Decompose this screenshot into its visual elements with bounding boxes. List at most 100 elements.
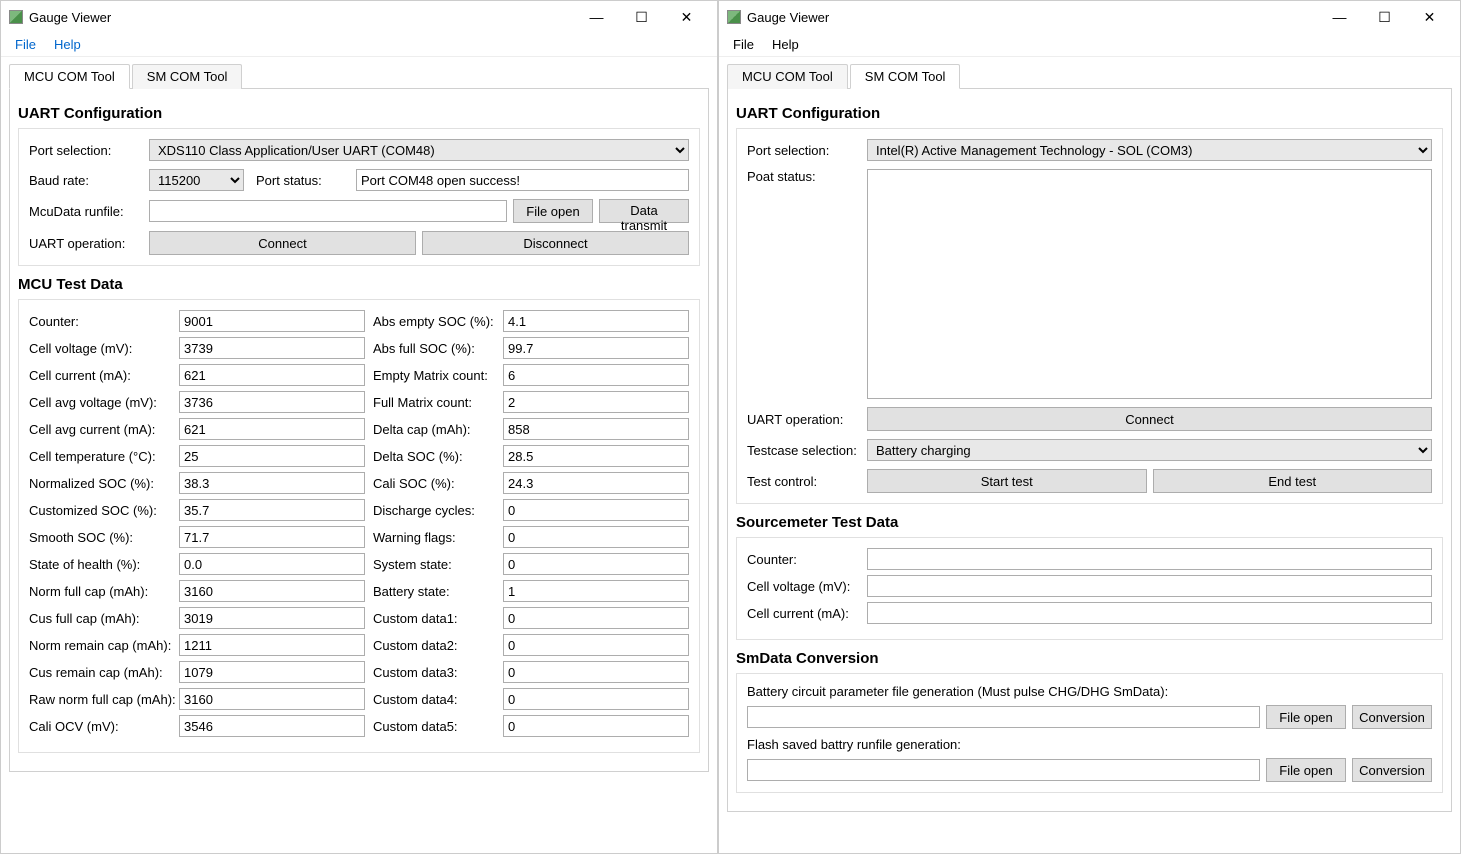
- data-label: Cali SOC (%):: [373, 476, 503, 491]
- runfile-field[interactable]: [149, 200, 507, 222]
- maximize-button[interactable]: ☐: [619, 9, 664, 26]
- data-value-field[interactable]: [179, 553, 365, 575]
- data-label: Custom data5:: [373, 719, 503, 734]
- conv2-file-open-button[interactable]: File open: [1266, 758, 1346, 782]
- minimize-button[interactable]: —: [574, 9, 619, 25]
- data-row: Custom data1:: [373, 607, 689, 629]
- maximize-button[interactable]: ☐: [1362, 9, 1407, 26]
- data-label: Norm full cap (mAh):: [29, 584, 179, 599]
- menu-file[interactable]: File: [725, 35, 762, 54]
- data-row: Cus full cap (mAh):: [29, 607, 365, 629]
- data-value-field[interactable]: [503, 499, 689, 521]
- data-row: Counter:: [747, 548, 1432, 570]
- data-value-field[interactable]: [503, 688, 689, 710]
- menu-help[interactable]: Help: [46, 35, 89, 54]
- window-sm: Gauge Viewer — ☐ ✕ File Help MCU COM Too…: [718, 0, 1461, 854]
- data-value-field[interactable]: [503, 310, 689, 332]
- data-value-field[interactable]: [503, 553, 689, 575]
- close-button[interactable]: ✕: [664, 9, 709, 26]
- disconnect-button[interactable]: Disconnect: [422, 231, 689, 255]
- data-value-field[interactable]: [179, 337, 365, 359]
- data-label: Raw norm full cap (mAh):: [29, 692, 179, 707]
- data-transmit-button[interactable]: Data transmit: [599, 199, 689, 223]
- tab-mcu[interactable]: MCU COM Tool: [727, 64, 848, 89]
- minimize-button[interactable]: —: [1317, 9, 1362, 25]
- menu-file[interactable]: File: [7, 35, 44, 54]
- port-selection-label: Port selection:: [747, 143, 867, 158]
- menubar: File Help: [1, 33, 717, 57]
- data-value-field[interactable]: [179, 472, 365, 494]
- start-test-button[interactable]: Start test: [867, 469, 1147, 493]
- data-label: Cell voltage (mV):: [747, 579, 867, 594]
- connect-button[interactable]: Connect: [149, 231, 416, 255]
- uart-operation-label: UART operation:: [747, 412, 867, 427]
- menu-help[interactable]: Help: [764, 35, 807, 54]
- data-value-field[interactable]: [179, 715, 365, 737]
- data-value-field[interactable]: [503, 526, 689, 548]
- conv1-path-field[interactable]: [747, 706, 1260, 728]
- data-value-field[interactable]: [503, 715, 689, 737]
- data-value-field[interactable]: [179, 688, 365, 710]
- data-value-field[interactable]: [179, 634, 365, 656]
- data-value-field[interactable]: [179, 607, 365, 629]
- conv2-conversion-button[interactable]: Conversion: [1352, 758, 1432, 782]
- data-value-field[interactable]: [503, 418, 689, 440]
- data-value-field[interactable]: [179, 661, 365, 683]
- end-test-button[interactable]: End test: [1153, 469, 1433, 493]
- data-value-field[interactable]: [179, 364, 365, 386]
- port-status-field[interactable]: [356, 169, 689, 191]
- titlebar: Gauge Viewer — ☐ ✕: [1, 1, 717, 33]
- data-value-field[interactable]: [179, 418, 365, 440]
- data-label: Cali OCV (mV):: [29, 719, 179, 734]
- data-label: Custom data3:: [373, 665, 503, 680]
- data-value-field[interactable]: [503, 337, 689, 359]
- data-value-field[interactable]: [503, 445, 689, 467]
- data-value-field[interactable]: [179, 391, 365, 413]
- data-value-field[interactable]: [503, 607, 689, 629]
- data-value-field[interactable]: [179, 526, 365, 548]
- tab-sm[interactable]: SM COM Tool: [132, 64, 243, 89]
- status-textarea[interactable]: [867, 169, 1432, 399]
- conv2-path-field[interactable]: [747, 759, 1260, 781]
- tab-sm[interactable]: SM COM Tool: [850, 64, 961, 89]
- data-value-field[interactable]: [503, 472, 689, 494]
- sm-data-title: Sourcemeter Test Data: [736, 514, 1443, 531]
- data-value-field[interactable]: [867, 602, 1432, 624]
- data-value-field[interactable]: [503, 391, 689, 413]
- uart-config-group: Port selection: XDS110 Class Application…: [18, 128, 700, 266]
- data-label: Counter:: [747, 552, 867, 567]
- tab-mcu[interactable]: MCU COM Tool: [9, 64, 130, 89]
- data-value-field[interactable]: [503, 661, 689, 683]
- data-label: Warning flags:: [373, 530, 503, 545]
- baud-rate-dropdown[interactable]: 115200: [149, 169, 244, 191]
- data-value-field[interactable]: [179, 499, 365, 521]
- conv1-file-open-button[interactable]: File open: [1266, 705, 1346, 729]
- data-row: Smooth SOC (%):: [29, 526, 365, 548]
- data-row: Norm remain cap (mAh):: [29, 634, 365, 656]
- data-value-field[interactable]: [867, 575, 1432, 597]
- file-open-button[interactable]: File open: [513, 199, 593, 223]
- data-value-field[interactable]: [179, 310, 365, 332]
- data-label: Cell current (mA):: [747, 606, 867, 621]
- data-label: Delta cap (mAh):: [373, 422, 503, 437]
- test-control-label: Test control:: [747, 474, 867, 489]
- data-value-field[interactable]: [179, 580, 365, 602]
- testcase-dropdown[interactable]: Battery charging: [867, 439, 1432, 461]
- close-button[interactable]: ✕: [1407, 9, 1452, 26]
- data-label: Custom data2:: [373, 638, 503, 653]
- data-value-field[interactable]: [503, 634, 689, 656]
- data-value-field[interactable]: [867, 548, 1432, 570]
- port-selection-label: Port selection:: [29, 143, 149, 158]
- data-label: Cell voltage (mV):: [29, 341, 179, 356]
- data-value-field[interactable]: [179, 445, 365, 467]
- conv1-conversion-button[interactable]: Conversion: [1352, 705, 1432, 729]
- data-label: Full Matrix count:: [373, 395, 503, 410]
- conv2-label: Flash saved battry runfile generation:: [747, 737, 1432, 752]
- data-value-field[interactable]: [503, 580, 689, 602]
- port-selection-dropdown[interactable]: Intel(R) Active Management Technology - …: [867, 139, 1432, 161]
- data-row: Cell temperature (°C):: [29, 445, 365, 467]
- data-row: Warning flags:: [373, 526, 689, 548]
- connect-button[interactable]: Connect: [867, 407, 1432, 431]
- port-selection-dropdown[interactable]: XDS110 Class Application/User UART (COM4…: [149, 139, 689, 161]
- data-value-field[interactable]: [503, 364, 689, 386]
